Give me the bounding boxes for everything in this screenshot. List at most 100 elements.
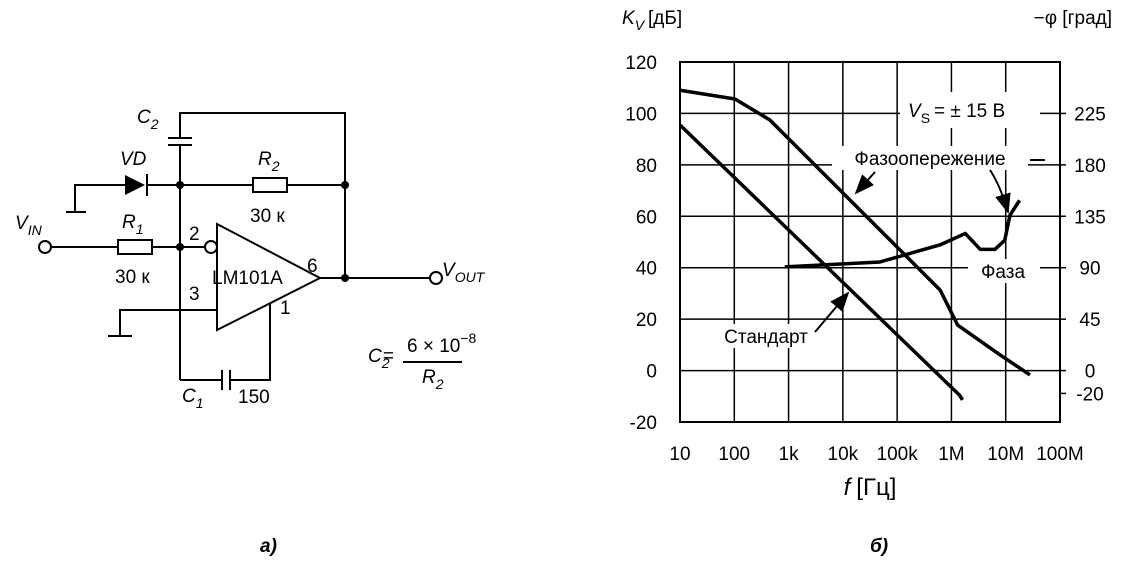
unit: [Гц] (856, 474, 896, 501)
capacitor-c1 (180, 303, 271, 390)
diode-bar (146, 174, 180, 196)
label: R2 (258, 149, 280, 174)
capacitor-c2 (168, 137, 192, 146)
symbol: f (844, 474, 853, 501)
symbol: C (368, 346, 382, 367)
y-tick-label: 20 (636, 310, 657, 331)
label-bg (968, 259, 1040, 283)
symbol: K (622, 8, 636, 29)
formula: = (383, 346, 394, 367)
symbol: V (442, 260, 457, 281)
x-tick-label: 100 (718, 444, 750, 465)
subscript: S (921, 110, 930, 126)
x-tick-label: 10k (828, 444, 859, 465)
label: R1 (122, 212, 144, 237)
y2-tick-label: 225 (1074, 104, 1106, 125)
x-tick-label: 10 (669, 444, 690, 465)
subscript: 2 (381, 355, 390, 371)
label-bg (712, 324, 820, 348)
y-tick-label: -20 (630, 413, 657, 434)
resistor-r1 (117, 239, 153, 255)
y2-tick-label: 45 (1079, 310, 1100, 331)
series-label: Стандарт (724, 327, 808, 348)
plot-frame (679, 61, 1061, 423)
pin: 2 (189, 224, 200, 245)
label-bg (832, 146, 1028, 170)
value: 150 (238, 387, 270, 408)
x-tick-label: 10M (987, 444, 1024, 465)
subscript: OUT (455, 269, 486, 285)
subscript: 2 (435, 376, 444, 392)
pin: 6 (307, 256, 318, 277)
series-label: Фаза (981, 262, 1026, 283)
y-tick-label: 120 (625, 53, 657, 74)
symbol: V (908, 101, 923, 122)
y2-tick-label: 135 (1074, 207, 1106, 228)
label: C2 (137, 107, 159, 132)
node (341, 274, 349, 282)
y2-tick-label: -20 (1076, 384, 1103, 405)
resistor-r2 (252, 177, 288, 193)
subscript: IN (28, 222, 43, 238)
node (176, 181, 184, 189)
chart-labels: KV [дБ] −φ [град] f [Гц] VS = ± 15 В Фазооп… (622, 8, 1112, 557)
y-tick-label: 100 (625, 104, 657, 125)
circuit (38, 112, 462, 390)
chart: 10 100 1k 10k 100k 1M 10M 100M -20 0 20 40 60 80 100 12… (625, 53, 1106, 465)
node (176, 243, 184, 251)
symbol: C (137, 107, 151, 128)
y-tick-label: 40 (636, 259, 657, 280)
arrow (990, 159, 1045, 212)
x-tick-label: 100k (877, 444, 919, 465)
x-axis-label: f [Гц] (844, 474, 897, 501)
inverting-bubble (204, 240, 218, 254)
series-line (784, 199, 1022, 269)
series-label: Фазоопережение (854, 149, 1005, 170)
arrow (854, 171, 876, 195)
value: 30 к (115, 267, 150, 288)
y2-tick-label: 90 (1079, 259, 1100, 280)
label: VIN (15, 213, 43, 238)
y-axis-label: KV [дБ] (622, 8, 682, 33)
y2-axis-label: −φ [град] (1034, 8, 1112, 29)
diode (125, 175, 145, 195)
symbol: C (182, 386, 196, 407)
exponent: −8 (460, 330, 476, 346)
panel-label: а) (260, 536, 277, 557)
y-tick-label: 0 (646, 362, 657, 383)
arrow (814, 291, 850, 333)
formula: R2 (422, 367, 444, 392)
label: C1 (182, 386, 204, 411)
label: VD (120, 149, 147, 170)
annotation: VS = ± 15 В (908, 101, 1005, 126)
subscript: 1 (136, 221, 144, 237)
pin: 3 (189, 284, 200, 305)
node (341, 181, 349, 189)
label: VOUT (442, 260, 486, 285)
circuit-labels: C2 VD R2 30 к VIN R1 30 к 2 3 6 1 LM101A… (15, 107, 486, 557)
ground (66, 184, 125, 213)
subscript: 1 (196, 395, 204, 411)
y-tick-label: 60 (636, 207, 657, 228)
symbol: V (15, 213, 30, 234)
x-tick-label: 1k (779, 444, 800, 465)
op-amp-label: LM101A (212, 268, 283, 289)
value: 30 к (250, 206, 285, 227)
symbol: R (422, 367, 436, 388)
ground (108, 309, 217, 337)
series-line (679, 88, 1031, 377)
symbol: R (122, 212, 136, 233)
y-tick-label: 80 (636, 156, 657, 177)
numerator: 6 × 10 (407, 336, 460, 357)
symbol: R (258, 149, 272, 170)
x-tick-label: 100M (1036, 444, 1084, 465)
wire (179, 112, 346, 278)
formula: C2 (368, 346, 390, 371)
unit: [дБ] (648, 8, 682, 29)
subscript: 2 (150, 116, 159, 132)
y2-tick-label: 180 (1074, 156, 1106, 177)
text: = ± 15 В (934, 101, 1005, 122)
x-tick-label: 1M (938, 444, 964, 465)
